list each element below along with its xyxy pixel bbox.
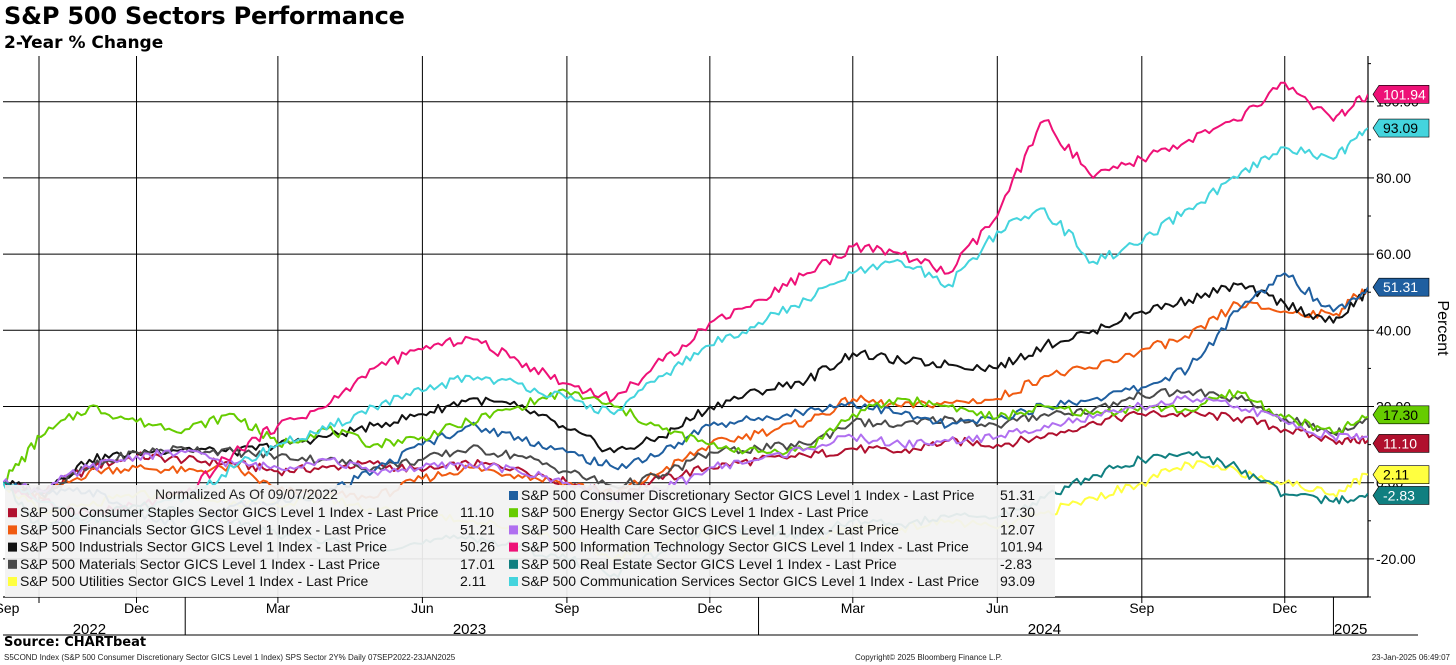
legend-label: S&P 500 Communication Services Sector GI… (521, 573, 979, 589)
value-tag-label: 2.11 (1383, 467, 1409, 483)
legend-label: S&P 500 Energy Sector GICS Level 1 Index… (521, 504, 869, 520)
x-month-label: Sep (554, 600, 579, 616)
series-line (3, 287, 1368, 501)
legend-swatch (509, 542, 518, 552)
series-lines (3, 81, 1368, 578)
value-tag-label: 17.30 (1383, 407, 1418, 423)
series-line (3, 409, 1368, 498)
legend-label: S&P 500 Utilities Sector GICS Level 1 In… (20, 573, 369, 589)
legend-value: 17.01 (460, 556, 495, 572)
x-month-label: Dec (124, 600, 149, 616)
x-year-label: 2024 (1028, 621, 1061, 638)
legend-swatch (509, 491, 518, 500)
legend-label: S&P 500 Information Technology Sector GI… (521, 539, 969, 555)
value-tag (1372, 118, 1430, 138)
footer-timestamp: 23-Jan-2025 06:49:07 (1371, 653, 1450, 662)
footer-index-note: S5COND Index (S&P 500 Consumer Discretio… (4, 653, 456, 662)
series-line (3, 388, 1368, 498)
legend-label: S&P 500 Materials Sector GICS Level 1 In… (20, 556, 380, 572)
legend-value: 2.11 (460, 573, 486, 589)
x-month-label: Dec (697, 600, 722, 616)
value-tag-label: -2.83 (1383, 487, 1415, 503)
value-tag-label: 93.09 (1383, 120, 1418, 136)
legend-swatch (8, 525, 17, 535)
y-tick-label: 60.00 (1376, 246, 1411, 262)
x-year-label: 2023 (453, 621, 486, 638)
x-month-label: Sep (0, 600, 20, 616)
series-line (3, 282, 1368, 494)
legend-swatch (509, 508, 518, 518)
value-tag (1372, 277, 1430, 297)
legend-label: S&P 500 Consumer Discretionary Sector GI… (521, 487, 975, 503)
chart-title: S&P 500 Sectors Performance (4, 2, 405, 30)
value-tag (1372, 486, 1430, 505)
source-note: Source: CHARTbeat (4, 635, 147, 650)
footer-copyright: Copyright© 2025 Bloomberg Finance L.P. (855, 653, 1003, 662)
series-line (3, 127, 1368, 525)
legend-box (5, 485, 1055, 597)
y-tick-label: -20.00 (1376, 551, 1416, 567)
x-month-label: Sep (1129, 600, 1154, 616)
x-year-label: 2025 (1334, 621, 1367, 638)
legend-swatch (8, 559, 17, 569)
legend-label: S&P 500 Health Care Sector GICS Level 1 … (521, 521, 899, 537)
legend-value: 12.07 (1000, 521, 1035, 537)
x-month-label: Jun (986, 600, 1009, 616)
legend-title: Normalized As Of 09/07/2022 (155, 486, 338, 502)
x-year-label: 2022 (73, 621, 106, 638)
y-tick-label: 80.00 (1376, 170, 1411, 186)
series-line (3, 394, 1368, 503)
value-tag (1372, 85, 1430, 104)
series-line (3, 81, 1368, 516)
legend-swatch (8, 542, 17, 552)
legend-swatch (8, 508, 17, 518)
legend-value: 51.21 (460, 521, 495, 537)
x-month-label: Mar (266, 600, 290, 616)
value-tag-label: 11.10 (1383, 435, 1417, 451)
legend-value: 101.94 (1000, 539, 1043, 555)
y-axis-title: Percent (1434, 300, 1451, 356)
x-month-label: Jun (411, 600, 434, 616)
legend-value: -2.83 (1000, 556, 1032, 572)
legend-value: 17.30 (1000, 504, 1035, 520)
x-month-label: Mar (841, 600, 865, 616)
y-tick-label: 40.00 (1376, 322, 1411, 338)
legend-swatch (509, 577, 518, 586)
value-tag (1372, 405, 1430, 425)
legend-value: 51.31 (1000, 487, 1035, 503)
legend-swatch (509, 559, 518, 569)
legend-value: 93.09 (1000, 573, 1035, 589)
value-tag (1372, 465, 1430, 484)
legend-label: S&P 500 Real Estate Sector GICS Level 1 … (521, 556, 897, 572)
chart-subtitle: 2-Year % Change (4, 33, 164, 53)
value-tag (1372, 434, 1430, 453)
x-month-label: Dec (1272, 600, 1297, 616)
legend-swatch (8, 577, 17, 586)
value-tag-label: 51.31 (1383, 279, 1418, 295)
legend-label: S&P 500 Financials Sector GICS Level 1 I… (20, 521, 386, 537)
value-tag-label: 101.94 (1383, 86, 1426, 102)
legend-swatch (509, 525, 518, 535)
legend-label: S&P 500 Industrials Sector GICS Level 1 … (20, 539, 387, 555)
legend-value: 11.10 (460, 504, 494, 520)
legend-value: 50.26 (460, 539, 495, 555)
legend-label: S&P 500 Consumer Staples Sector GICS Lev… (20, 504, 439, 520)
